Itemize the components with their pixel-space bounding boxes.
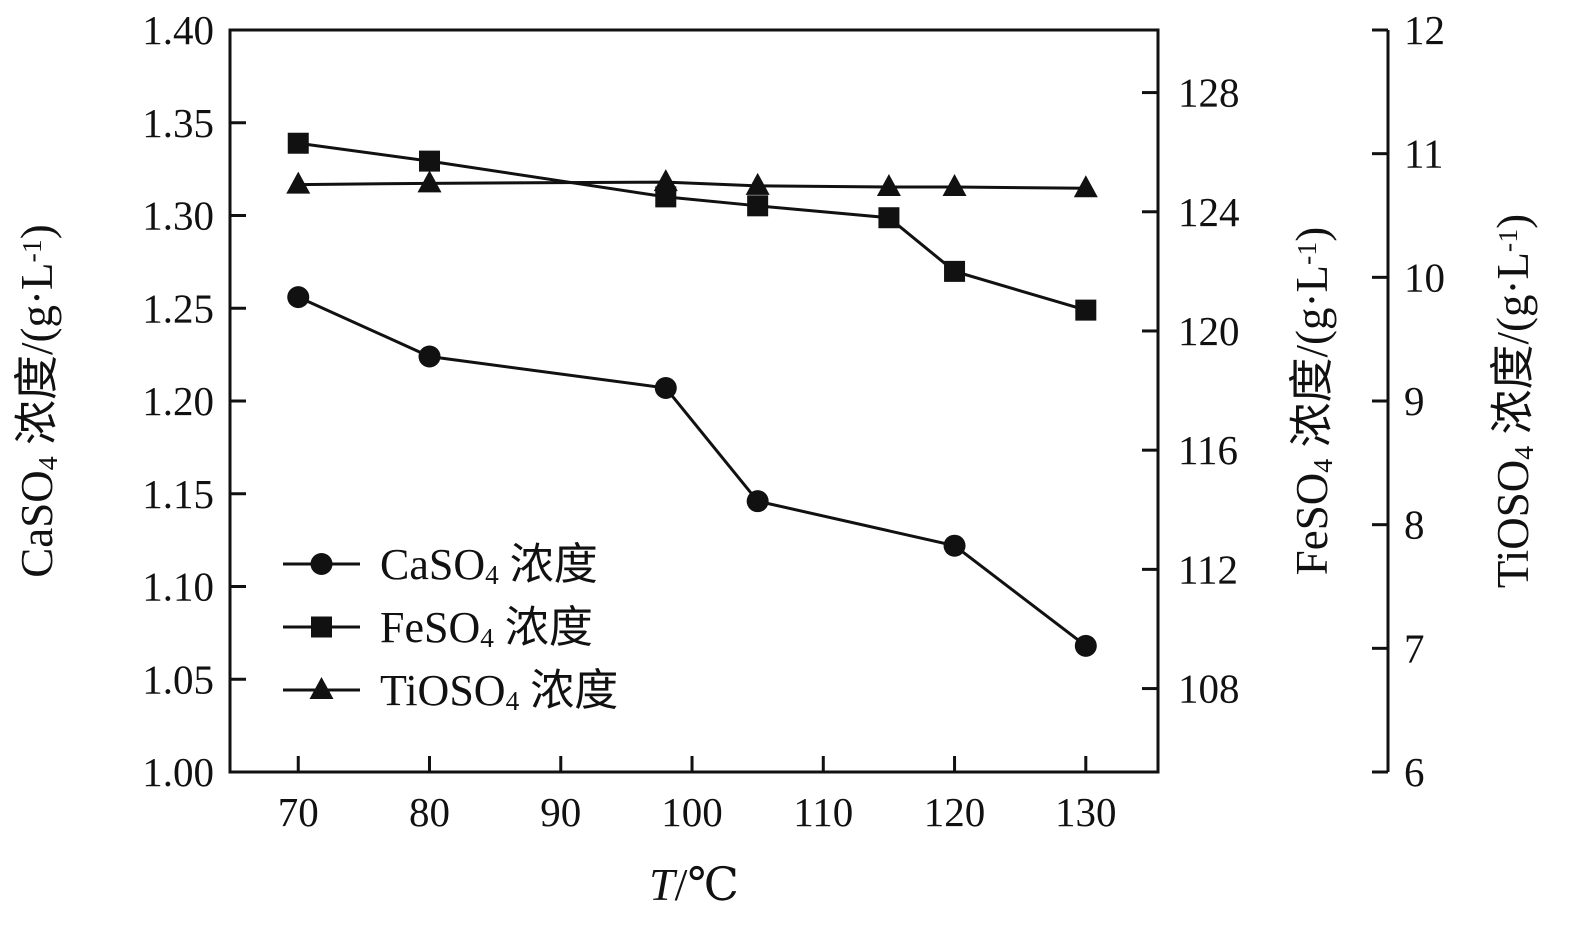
ti-axis-tick-label: 10	[1404, 254, 1445, 300]
series-feso4	[287, 132, 1097, 321]
left-axis-tick-label: 1.15	[142, 471, 214, 517]
x-axis-title: T/℃	[649, 859, 739, 910]
ti-axis-tick-label: 9	[1404, 378, 1425, 424]
legend-label: FeSO4 浓度	[380, 603, 593, 653]
left-axis-tick-label: 1.40	[142, 7, 214, 53]
left-axis-tick-label: 1.00	[142, 749, 214, 795]
left-axis-title: CaSO4 浓度/(g·L-1)	[12, 224, 64, 577]
fe-axis-tick-label: 124	[1178, 189, 1240, 235]
legend: CaSO4 浓度 FeSO4 浓度 TiOSO4 浓度	[283, 540, 618, 716]
x-axis-temperature: 70 80 90 100 110 120 130	[278, 756, 1117, 835]
legend-label: TiOSO4 浓度	[380, 666, 618, 716]
fe-axis-tick-label: 120	[1178, 308, 1240, 354]
ti-axis-tick-label: 7	[1404, 625, 1425, 671]
x-axis-tick-label: 130	[1055, 789, 1117, 835]
series-tioso4	[286, 169, 1098, 198]
left-axis-tick-label: 1.05	[142, 656, 214, 702]
left-axis-tick-label: 1.30	[142, 193, 214, 239]
legend-label: CaSO4 浓度	[380, 540, 598, 590]
plot-frame	[228, 28, 1160, 774]
x-axis-tick-label: 90	[540, 789, 581, 835]
x-axis-tick-label: 70	[278, 789, 319, 835]
fe-axis-tick-label: 108	[1178, 666, 1240, 712]
ti-axis-title: TiOSO4 浓度/(g·L-1)	[1488, 214, 1540, 588]
fe-axis-tick-label: 128	[1178, 70, 1240, 116]
x-axis-tick-label: 110	[793, 789, 853, 835]
right-axis-tioso4: 6 7 8 9 10 11 12	[1372, 7, 1445, 795]
left-axis-tick-label: 1.20	[142, 378, 214, 424]
series-caso4	[287, 286, 1097, 657]
fe-axis-tick-label: 116	[1178, 427, 1238, 473]
left-axis-tick-label: 1.10	[142, 564, 214, 610]
ti-axis-tick-label: 11	[1404, 131, 1443, 177]
right-axis-feso4: 108 112 116 120 124 128	[1142, 70, 1240, 712]
ti-axis-tick-label: 12	[1404, 7, 1445, 53]
left-axis-tick-label: 1.35	[142, 100, 214, 146]
x-axis-tick-label: 100	[661, 789, 723, 835]
fe-axis-title: FeSO4 浓度/(g·L-1)	[1287, 227, 1339, 575]
ti-axis-tick-label: 6	[1404, 749, 1425, 795]
left-axis-tick-label: 1.25	[142, 285, 214, 331]
left-axis-caso4: 1.00 1.05 1.10 1.15 1.20 1.25 1.30 1.35 1.40	[142, 7, 246, 795]
ti-axis-tick-label: 8	[1404, 502, 1425, 548]
x-axis-tick-label: 120	[924, 789, 986, 835]
fe-axis-tick-label: 112	[1178, 546, 1238, 592]
x-axis-tick-label: 80	[409, 789, 450, 835]
